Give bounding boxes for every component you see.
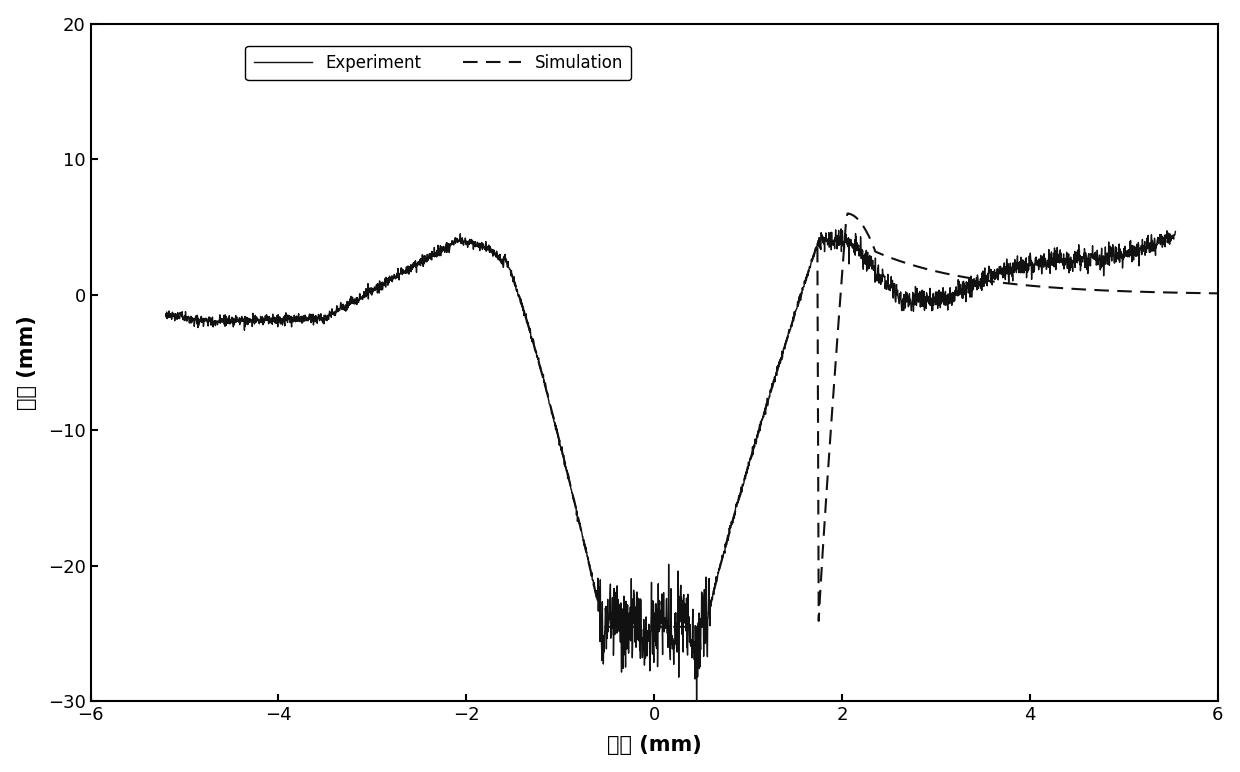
Simulation (770, 364, 785, 373)
X-axis label: 径向 (mm): 径向 (mm) (606, 736, 702, 755)
Simulation (799, 276, 813, 285)
Line: Simulation: Simulation (166, 214, 1218, 627)
Experiment (589, 592, 604, 601)
Simulation (223, 317, 238, 326)
Y-axis label: 位移 (mm): 位移 (mm) (16, 315, 37, 410)
Simulation (1210, 289, 1225, 298)
Simulation (1066, 284, 1081, 293)
Simulation (959, 273, 973, 282)
Experiment (1168, 227, 1183, 236)
Simulation (830, 337, 844, 346)
Experiment (334, 298, 348, 307)
Experiment (159, 311, 174, 320)
Experiment (833, 224, 848, 233)
Experiment (1148, 243, 1163, 252)
Experiment (273, 315, 288, 324)
Simulation (595, 622, 610, 631)
Legend: Experiment, Simulation: Experiment, Simulation (246, 46, 631, 80)
Experiment (546, 413, 560, 422)
Simulation (841, 209, 856, 218)
Simulation (159, 310, 174, 320)
Experiment (689, 709, 704, 719)
Experiment (1040, 256, 1055, 265)
Line: Experiment: Experiment (166, 229, 1176, 714)
